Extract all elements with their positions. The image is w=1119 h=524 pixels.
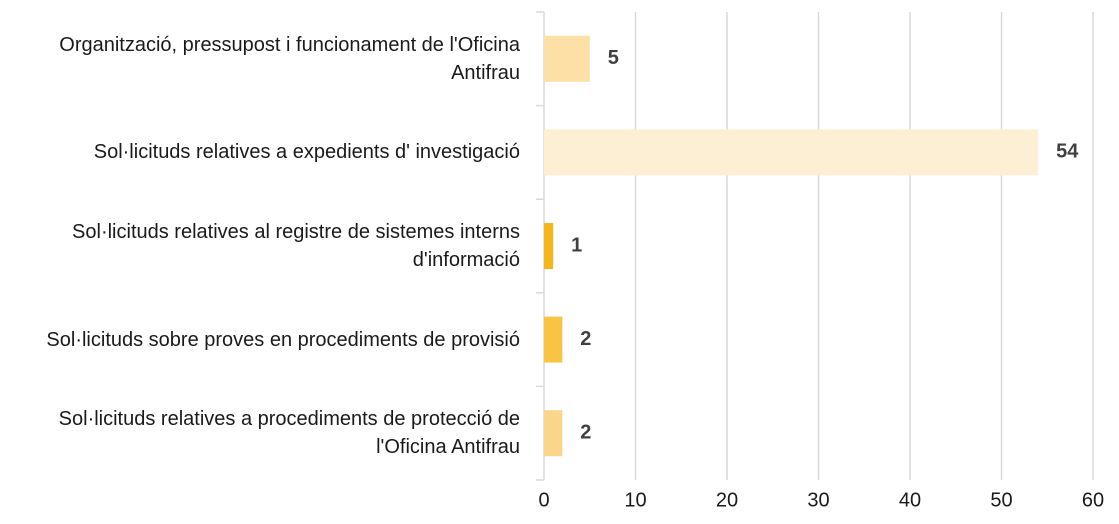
value-label: 2 — [580, 328, 591, 350]
category-label: Sol·licituds relatives a procediments de… — [58, 408, 520, 459]
value-label: 1 — [571, 234, 582, 256]
bar — [544, 129, 1039, 176]
bar — [544, 223, 554, 269]
x-tick-label: 30 — [807, 489, 829, 511]
category-label: Sol·licituds sobre proves en procediment… — [46, 328, 520, 351]
value-label: 5 — [608, 47, 619, 69]
x-tick-label: 10 — [624, 489, 646, 511]
category-label: Sol·licituds relatives a expedients d' i… — [93, 141, 520, 164]
value-label: 54 — [1056, 141, 1079, 163]
category-label: Organització, pressupost i funcionament … — [59, 33, 520, 84]
x-tick-label: 0 — [538, 489, 549, 511]
bar — [544, 410, 563, 457]
x-tick-label: 60 — [1082, 489, 1104, 511]
value-label: 2 — [580, 421, 591, 443]
x-tick-label: 40 — [899, 489, 921, 511]
bar — [544, 316, 563, 363]
bar — [544, 35, 590, 82]
x-tick-label: 20 — [716, 489, 738, 511]
category-label: Sol·licituds relatives al registre de si… — [72, 221, 520, 271]
x-tick-label: 50 — [990, 489, 1012, 511]
